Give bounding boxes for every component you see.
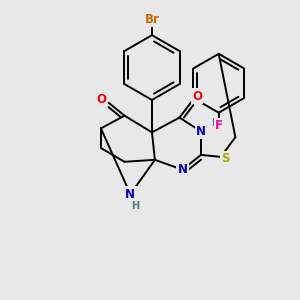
Text: O: O [192,89,202,103]
Text: H: H [211,118,219,128]
Text: H: H [131,201,139,211]
Text: N: N [125,188,135,201]
Text: Br: Br [145,13,159,26]
Text: N: N [196,125,206,138]
Text: F: F [215,119,223,132]
Text: N: N [177,163,188,176]
Text: S: S [221,152,230,165]
Text: O: O [96,93,106,106]
